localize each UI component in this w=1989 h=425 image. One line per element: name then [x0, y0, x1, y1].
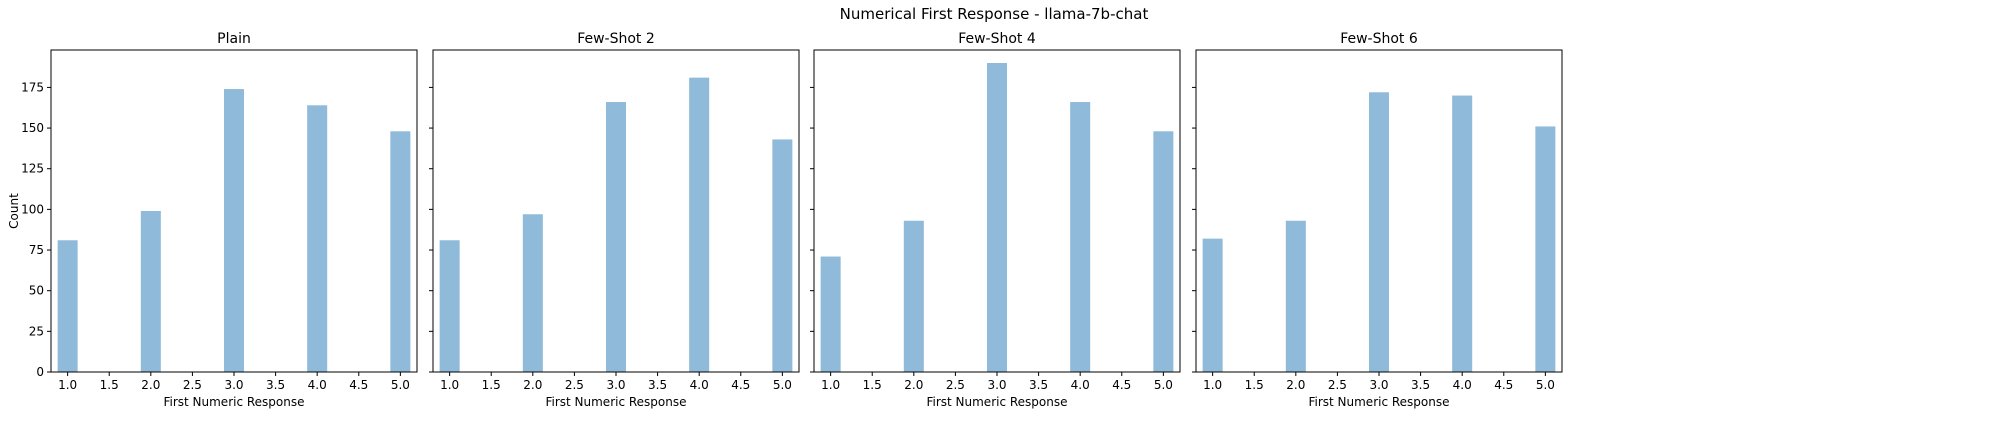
figure-title: Numerical First Response - llama-7b-chat — [840, 5, 1149, 23]
y-tick-label: 75 — [29, 243, 44, 257]
x-tick-label: 3.5 — [266, 378, 285, 392]
x-tick-label: 3.0 — [606, 378, 625, 392]
y-tick-label: 125 — [21, 162, 44, 176]
bar-3 — [606, 102, 626, 372]
x-tick-label: 2.5 — [1328, 378, 1347, 392]
x-tick-label: 2.5 — [565, 378, 584, 392]
y-tick-label: 0 — [36, 365, 44, 379]
x-tick-label: 4.5 — [1112, 378, 1131, 392]
x-axis-label: First Numeric Response — [545, 395, 686, 409]
bar-5 — [772, 139, 793, 372]
panel-title: Few-Shot 4 — [958, 31, 1036, 47]
x-tick-label: 5.0 — [1154, 378, 1173, 392]
x-tick-label: 3.5 — [1029, 378, 1048, 392]
bar-2 — [522, 214, 543, 372]
bar-5 — [390, 131, 411, 372]
bar-2 — [1285, 220, 1306, 372]
bar-5 — [1153, 131, 1174, 372]
x-tick-label: 4.0 — [1071, 378, 1090, 392]
bar-2 — [140, 211, 161, 372]
y-axis-label: Count — [7, 193, 21, 229]
x-tick-label: 3.0 — [224, 378, 243, 392]
x-tick-label: 1.5 — [482, 378, 501, 392]
x-tick-label: 1.5 — [863, 378, 882, 392]
bar-3 — [987, 63, 1007, 372]
x-tick-label: 2.0 — [141, 378, 160, 392]
bar-5 — [1535, 126, 1556, 373]
panel-2: 1.0 1.5 2.0 2.5 3.0 3.5 4.0 4.5 5.0 Few-Shot 2 Fir… — [429, 31, 800, 409]
y-tick-label: 150 — [21, 121, 44, 135]
x-tick-label: 4.5 — [1494, 378, 1513, 392]
bar-3 — [224, 89, 244, 372]
x-axis-label: First Numeric Response — [1308, 395, 1449, 409]
x-tick-label: 4.0 — [690, 378, 709, 392]
x-axis-label: First Numeric Response — [926, 395, 1067, 409]
y-tick-label: 175 — [21, 80, 44, 94]
panel-title: Plain — [217, 31, 251, 47]
x-tick-label: 2.5 — [946, 378, 965, 392]
bar-4 — [1452, 95, 1473, 372]
x-tick-label: 4.5 — [731, 378, 750, 392]
x-axis-label: First Numeric Response — [163, 395, 304, 409]
y-tick-label: 25 — [29, 324, 44, 338]
bar-1 — [820, 256, 841, 372]
bar-1 — [1202, 238, 1223, 372]
x-tick-label: 5.0 — [773, 378, 792, 392]
panels: 1.0 1.5 2.0 2.5 3.0 3.5 4.0 4.5 5.0 0 25 50 75 100 125… — [7, 31, 1563, 409]
x-tick-label: 2.5 — [183, 378, 202, 392]
x-tick-label: 1.0 — [58, 378, 77, 392]
x-tick-label: 1.5 — [1245, 378, 1264, 392]
x-tick-label: 3.5 — [648, 378, 667, 392]
x-tick-label: 4.0 — [1453, 378, 1472, 392]
panel-3: 1.0 1.5 2.0 2.5 3.0 3.5 4.0 4.5 5.0 Few-Shot 4 Fir… — [810, 31, 1181, 409]
x-tick-label: 3.0 — [987, 378, 1006, 392]
bar-1 — [439, 240, 460, 372]
bar-2 — [903, 220, 924, 372]
bar-4 — [307, 105, 328, 372]
bar-4 — [1070, 102, 1091, 372]
bar-4 — [689, 77, 710, 373]
panel-title: Few-Shot 2 — [577, 31, 655, 47]
x-tick-label: 4.5 — [349, 378, 368, 392]
bar-1 — [57, 240, 78, 372]
x-tick-label: 5.0 — [391, 378, 410, 392]
y-tick-label: 100 — [21, 202, 44, 216]
y-tick-label: 50 — [29, 284, 44, 298]
panel-1: 1.0 1.5 2.0 2.5 3.0 3.5 4.0 4.5 5.0 0 25 50 75 100 125… — [7, 31, 418, 409]
x-tick-label: 2.0 — [904, 378, 923, 392]
x-tick-label: 1.0 — [821, 378, 840, 392]
x-tick-label: 1.0 — [1203, 378, 1222, 392]
x-tick-label: 3.5 — [1411, 378, 1430, 392]
x-tick-label: 2.0 — [1286, 378, 1305, 392]
panel-title: Few-Shot 6 — [1340, 31, 1418, 47]
x-tick-label: 5.0 — [1536, 378, 1555, 392]
x-tick-label: 1.5 — [100, 378, 119, 392]
panel-4: 1.0 1.5 2.0 2.5 3.0 3.5 4.0 4.5 5.0 Few-Shot 6 Fir… — [1192, 31, 1563, 409]
x-tick-label: 1.0 — [440, 378, 459, 392]
x-tick-label: 3.0 — [1369, 378, 1388, 392]
x-tick-label: 2.0 — [523, 378, 542, 392]
x-tick-label: 4.0 — [308, 378, 327, 392]
bar-3 — [1369, 92, 1389, 372]
